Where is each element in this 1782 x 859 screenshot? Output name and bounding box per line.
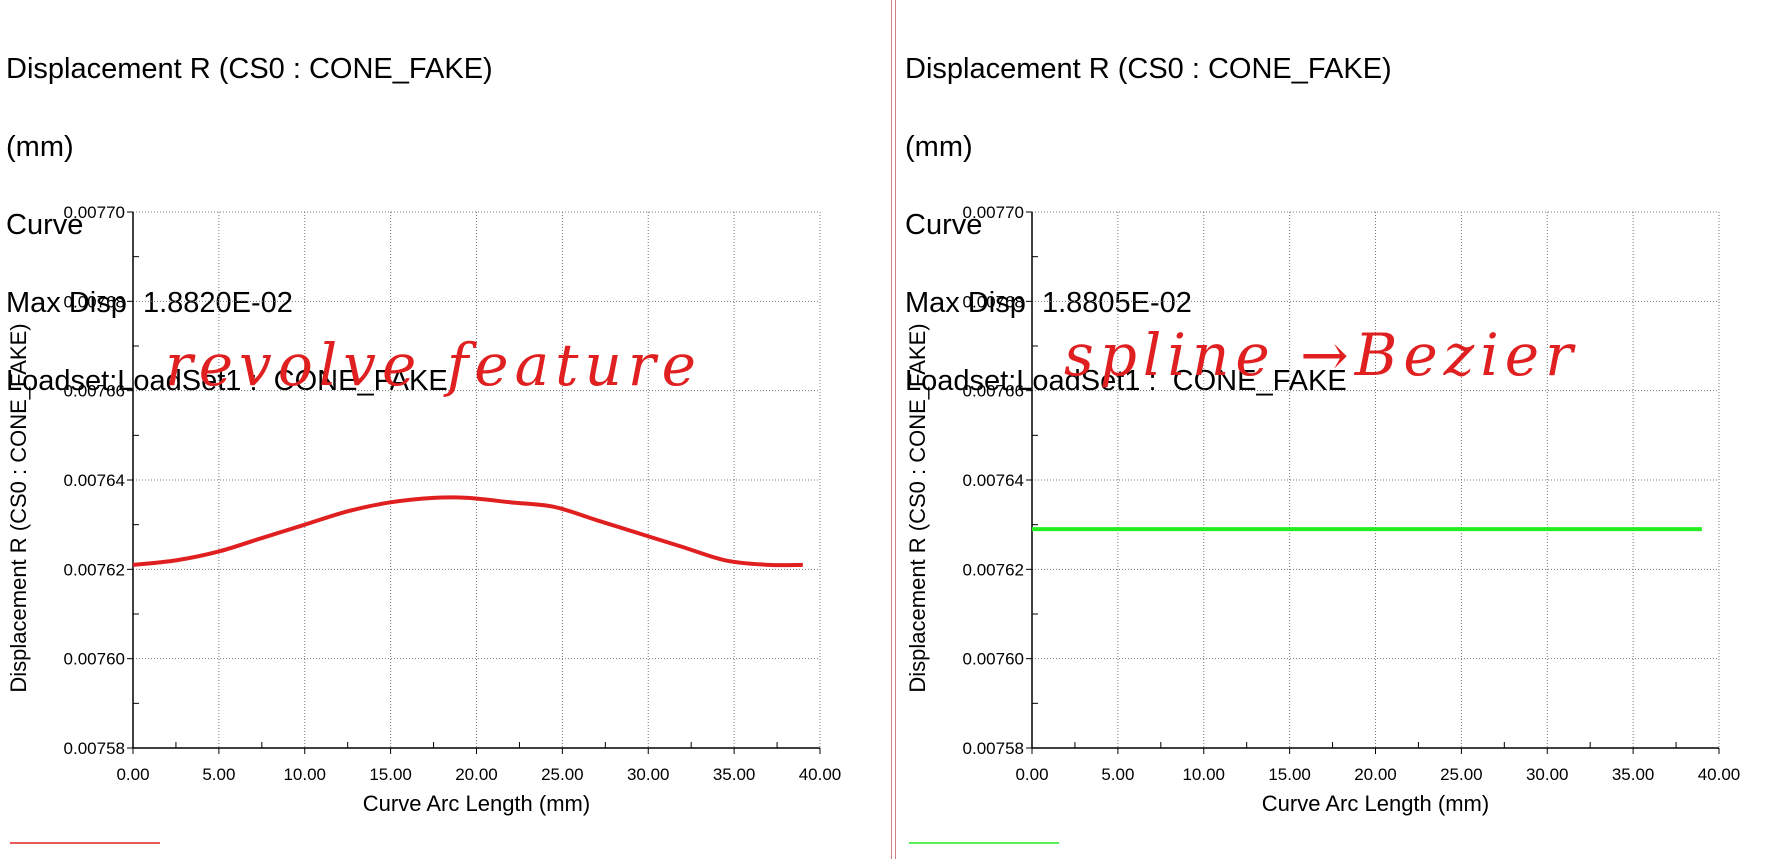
y-tick-label: 0.00766 — [963, 382, 1024, 401]
x-tick-label: 20.00 — [455, 765, 498, 784]
y-tick-label: 0.00770 — [64, 203, 125, 222]
x-tick-label: 25.00 — [541, 765, 584, 784]
y-tick-label: 0.00768 — [64, 292, 125, 311]
panel-divider — [895, 0, 896, 859]
x-tick-label: 0.00 — [1015, 765, 1048, 784]
x-tick-label: 35.00 — [713, 765, 756, 784]
y-tick-label: 0.00766 — [64, 382, 125, 401]
x-tick-label: 5.00 — [1101, 765, 1134, 784]
y-tick-label: 0.00760 — [64, 650, 125, 669]
x-tick-label: 40.00 — [799, 765, 842, 784]
chart-plot-left: 0.00758 0.00760 0.00762 0.00764 0.00766 0.007… — [6, 203, 842, 844]
x-tick-label: 35.00 — [1612, 765, 1655, 784]
header-max-disp: Max Disp 1.8805E-02 — [905, 287, 1192, 319]
x-tick-label: 15.00 — [369, 765, 412, 784]
header-title: Displacement R (CS0 : CONE_FAKE) — [6, 53, 493, 85]
x-tick-label: 0.00 — [116, 765, 149, 784]
x-tick-label: 10.00 — [1182, 765, 1225, 784]
x-tick-label: 20.00 — [1354, 765, 1397, 784]
panel-divider — [891, 0, 892, 859]
x-tick-label: 5.00 — [202, 765, 235, 784]
y-tick-label: 0.00760 — [963, 650, 1024, 669]
plot-area: 0.00758 0.00760 0.00762 0.00764 0.00766 0.007… — [6, 203, 842, 844]
y-tick-label: 0.00770 — [963, 203, 1024, 222]
y-tick-label: 0.00758 — [64, 739, 125, 758]
x-axis-label: Curve Arc Length (mm) — [1262, 791, 1489, 816]
y-tick-label: 0.00764 — [64, 471, 125, 490]
y-tick-label: 0.00762 — [64, 560, 125, 579]
plot-area: 0.00758 0.00760 0.00762 0.00764 0.00766 0.007… — [905, 203, 1741, 844]
annotation-text: spline →Bezier — [1064, 321, 1579, 389]
chart-panel-right: Displacement R (CS0 : CONE_FAKE) (mm) Cu… — [899, 0, 1782, 859]
header-units: (mm) — [6, 131, 74, 163]
header-max-disp: Max Disp 1.8820E-02 — [6, 287, 293, 319]
x-tick-label: 25.00 — [1440, 765, 1483, 784]
x-tick-label: 15.00 — [1268, 765, 1311, 784]
series-line — [132, 495, 803, 568]
x-tick-label: 30.00 — [627, 765, 670, 784]
y-tick-label: 0.00768 — [963, 292, 1024, 311]
y-axis-label: Displacement R (CS0 : CONE_FAKE) — [905, 323, 930, 692]
annotation-text: revolve feature — [165, 331, 702, 399]
x-tick-label: 40.00 — [1698, 765, 1741, 784]
header-type: Curve — [905, 209, 983, 241]
x-tick-label: 30.00 — [1526, 765, 1569, 784]
y-tick-label: 0.00758 — [963, 739, 1024, 758]
header-title: Displacement R (CS0 : CONE_FAKE) — [905, 53, 1392, 85]
header-units: (mm) — [905, 131, 973, 163]
y-tick-label: 0.00762 — [963, 560, 1024, 579]
header-type: Curve — [6, 209, 84, 241]
y-tick-label: 0.00764 — [963, 471, 1024, 490]
y-axis-label: Displacement R (CS0 : CONE_FAKE) — [6, 323, 31, 692]
chart-panel-left: Displacement R (CS0 : CONE_FAKE) (mm) Cu… — [6, 53, 842, 844]
x-axis-label: Curve Arc Length (mm) — [363, 791, 590, 816]
chart-plot-right: 0.00758 0.00760 0.00762 0.00764 0.00766 0.007… — [905, 203, 1741, 844]
x-tick-label: 10.00 — [283, 765, 326, 784]
